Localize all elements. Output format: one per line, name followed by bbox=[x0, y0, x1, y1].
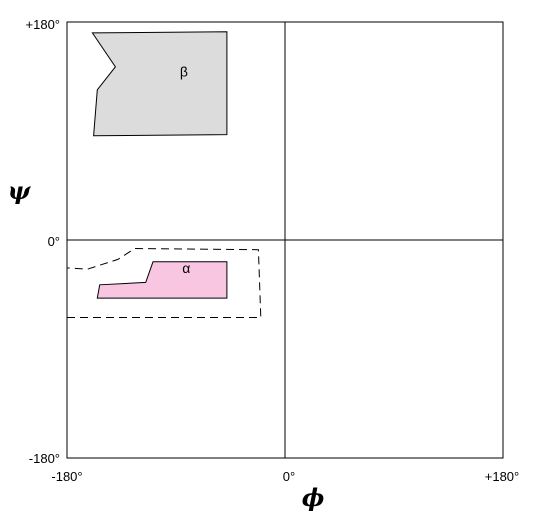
y-axis-title: ψ bbox=[8, 176, 32, 205]
x-tick-label-left: -180° bbox=[51, 469, 82, 484]
region-1-shape bbox=[96, 261, 228, 299]
x-tick-label-zero: 0° bbox=[283, 469, 295, 484]
regions-layer: βα bbox=[91, 31, 228, 299]
x-tick-label-right: +180° bbox=[485, 469, 519, 484]
y-tick-label-bottom: -180° bbox=[29, 451, 60, 466]
region-0-shape bbox=[91, 31, 228, 137]
region-0-label: β bbox=[180, 64, 188, 80]
x-axis-title: ϕ bbox=[302, 483, 325, 512]
y-tick-label-top: +180° bbox=[26, 17, 60, 32]
region-1-label: α bbox=[182, 260, 190, 276]
y-tick-label-zero: 0° bbox=[48, 234, 60, 249]
